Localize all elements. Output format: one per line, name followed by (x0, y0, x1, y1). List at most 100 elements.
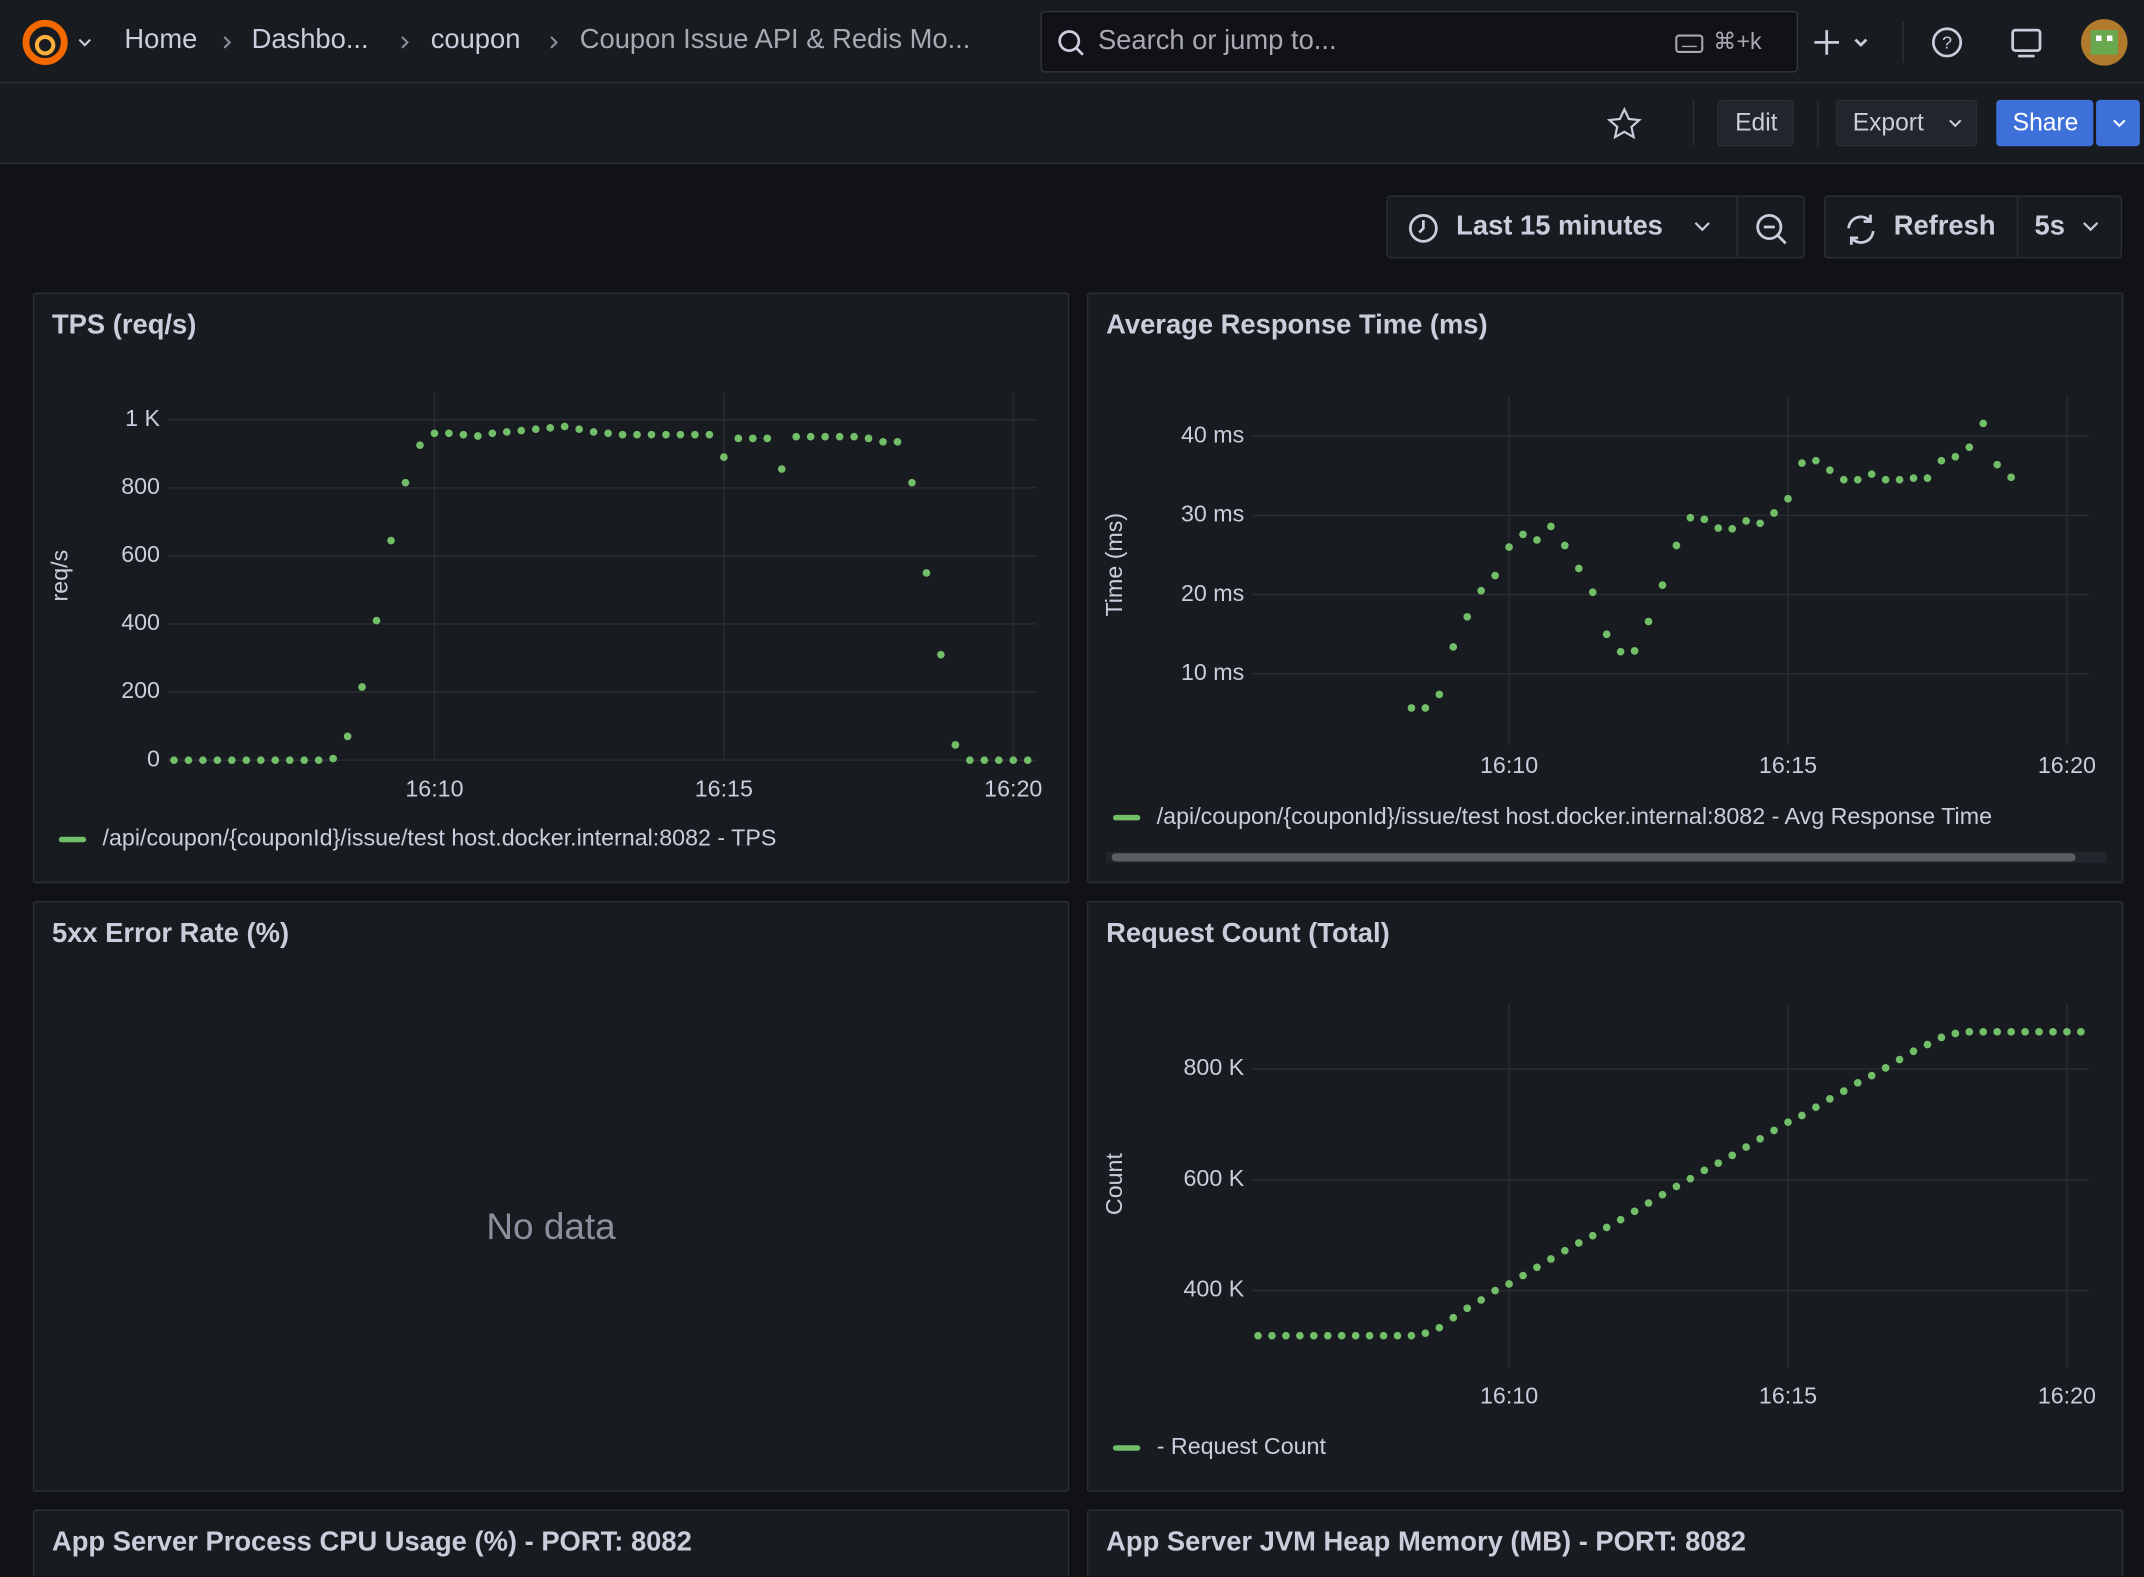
data-point (720, 453, 728, 461)
export-button[interactable]: Export (1836, 99, 1978, 147)
data-point (1505, 1280, 1513, 1288)
data-point (1770, 1126, 1778, 1135)
data-point (1714, 1159, 1723, 1167)
data-point (213, 756, 222, 765)
star-icon[interactable] (1606, 106, 1643, 143)
export-label: Export (1852, 108, 1924, 137)
data-point (1672, 1182, 1681, 1191)
data-point (1979, 419, 1988, 428)
data-point (170, 756, 178, 765)
svg-text:?: ? (1942, 32, 1952, 52)
panel-title: Average Response Time (ms) (1106, 310, 1488, 341)
caret (2082, 222, 2099, 232)
data-point (358, 683, 366, 691)
data-point (1574, 1239, 1583, 1247)
data-point (1547, 1255, 1555, 1263)
breadcrumb[interactable]: Home (124, 24, 198, 55)
data-point (879, 437, 887, 446)
data-point (1407, 704, 1416, 712)
data-point (1937, 456, 1946, 465)
data-point (1728, 525, 1737, 533)
data-point (372, 616, 381, 625)
top-icons[interactable]: ? (1805, 14, 2144, 71)
data-point (242, 756, 251, 765)
x-tick-label: 16:15 (695, 775, 753, 801)
data-point (589, 428, 598, 436)
panel-title: App Server Process CPU Usage (%) - PORT:… (51, 1527, 692, 1558)
data-point (1616, 1215, 1625, 1224)
share-menu[interactable] (2096, 99, 2140, 147)
data-point (1644, 1199, 1653, 1207)
data-point (1337, 1331, 1346, 1340)
chart: 0 200 400 600 800 1 K 16:10 16:15 16:20 req/s/api… (47, 392, 1042, 851)
data-point (966, 756, 974, 765)
data-point (1602, 1223, 1611, 1232)
data-point (560, 422, 569, 431)
edit-button[interactable]: Edit (1717, 99, 1794, 147)
refresh-picker[interactable]: Refresh 5s (1823, 195, 2123, 259)
data-point (1867, 470, 1876, 479)
data-point (806, 432, 815, 441)
data-point (1672, 541, 1681, 550)
data-point (416, 441, 424, 450)
data-point (1533, 1263, 1541, 1272)
x-tick-label: 16:10 (1480, 1383, 1538, 1409)
data-point (1449, 1313, 1458, 1322)
breadcrumb[interactable]: Dashbo... (251, 24, 369, 55)
data-point (502, 428, 511, 436)
data-point (1533, 536, 1541, 544)
legend-swatch (58, 836, 87, 843)
search-box[interactable]: Search or jump to... ⌘+k (1040, 10, 1798, 73)
data-point (2035, 1028, 2043, 1036)
data-point (1421, 1329, 1430, 1338)
x-tick-label: 16:15 (1759, 1383, 1817, 1409)
data-point (1630, 647, 1639, 655)
data-point (835, 432, 844, 441)
data-point (1574, 564, 1583, 573)
data-point (517, 426, 526, 435)
clock-icon (1409, 213, 1438, 243)
data-point (2077, 1028, 2085, 1036)
data-point (908, 478, 916, 487)
data-point (300, 756, 309, 765)
y-tick-label: 800 K (1184, 1054, 1245, 1080)
x-tick-label: 16:15 (1759, 752, 1817, 778)
breadcrumb[interactable]: coupon (430, 24, 521, 55)
data-point (1009, 756, 1018, 765)
data-point (1686, 513, 1695, 522)
data-point (1700, 1166, 1709, 1175)
data-point (285, 756, 294, 765)
top-bar: Home Dashbo... coupon Coupon Issue API &… (0, 0, 2144, 84)
legend-label: /api/coupon/{couponId}/issue/test host.d… (103, 825, 777, 851)
zoom-out-icon[interactable] (1754, 212, 1790, 248)
panel: App Server Process CPU Usage (%) - PORT:… (32, 1509, 1070, 1577)
data-point (1965, 443, 1974, 452)
y-tick-label: 400 K (1184, 1276, 1245, 1302)
data-point (2049, 1028, 2057, 1036)
share-button[interactable]: Share (1996, 99, 2094, 147)
panel-title: 5xx Error Rate (%) (51, 918, 290, 949)
panel: 10 ms 20 ms 30 ms 40 ms 16:10 16:15 16:20 Time … (1087, 292, 2124, 884)
caret (2113, 119, 2126, 128)
data-point (256, 756, 265, 765)
y-tick-label: 200 (121, 677, 160, 703)
data-point (893, 437, 902, 446)
data-point (734, 434, 743, 443)
breadcrumb: Coupon Issue API & Redis Mo... (579, 24, 971, 55)
data-point (705, 430, 714, 439)
data-point (1853, 1078, 1862, 1087)
data-point (633, 430, 641, 439)
x-tick-label: 16:20 (2038, 752, 2096, 778)
grafana-logo[interactable] (19, 16, 96, 68)
data-point (1477, 586, 1485, 595)
y-axis-label: Time (ms) (1101, 513, 1127, 617)
y-tick-label: 400 (121, 609, 160, 635)
data-point (1993, 460, 2002, 469)
data-point (864, 434, 873, 443)
data-point (1477, 1296, 1485, 1304)
y-tick-label: 0 (147, 745, 160, 771)
data-point (1700, 515, 1709, 524)
time-picker[interactable]: Last 15 minutes (1386, 195, 1805, 259)
data-point (2063, 1028, 2071, 1036)
data-point (1463, 1304, 1472, 1313)
